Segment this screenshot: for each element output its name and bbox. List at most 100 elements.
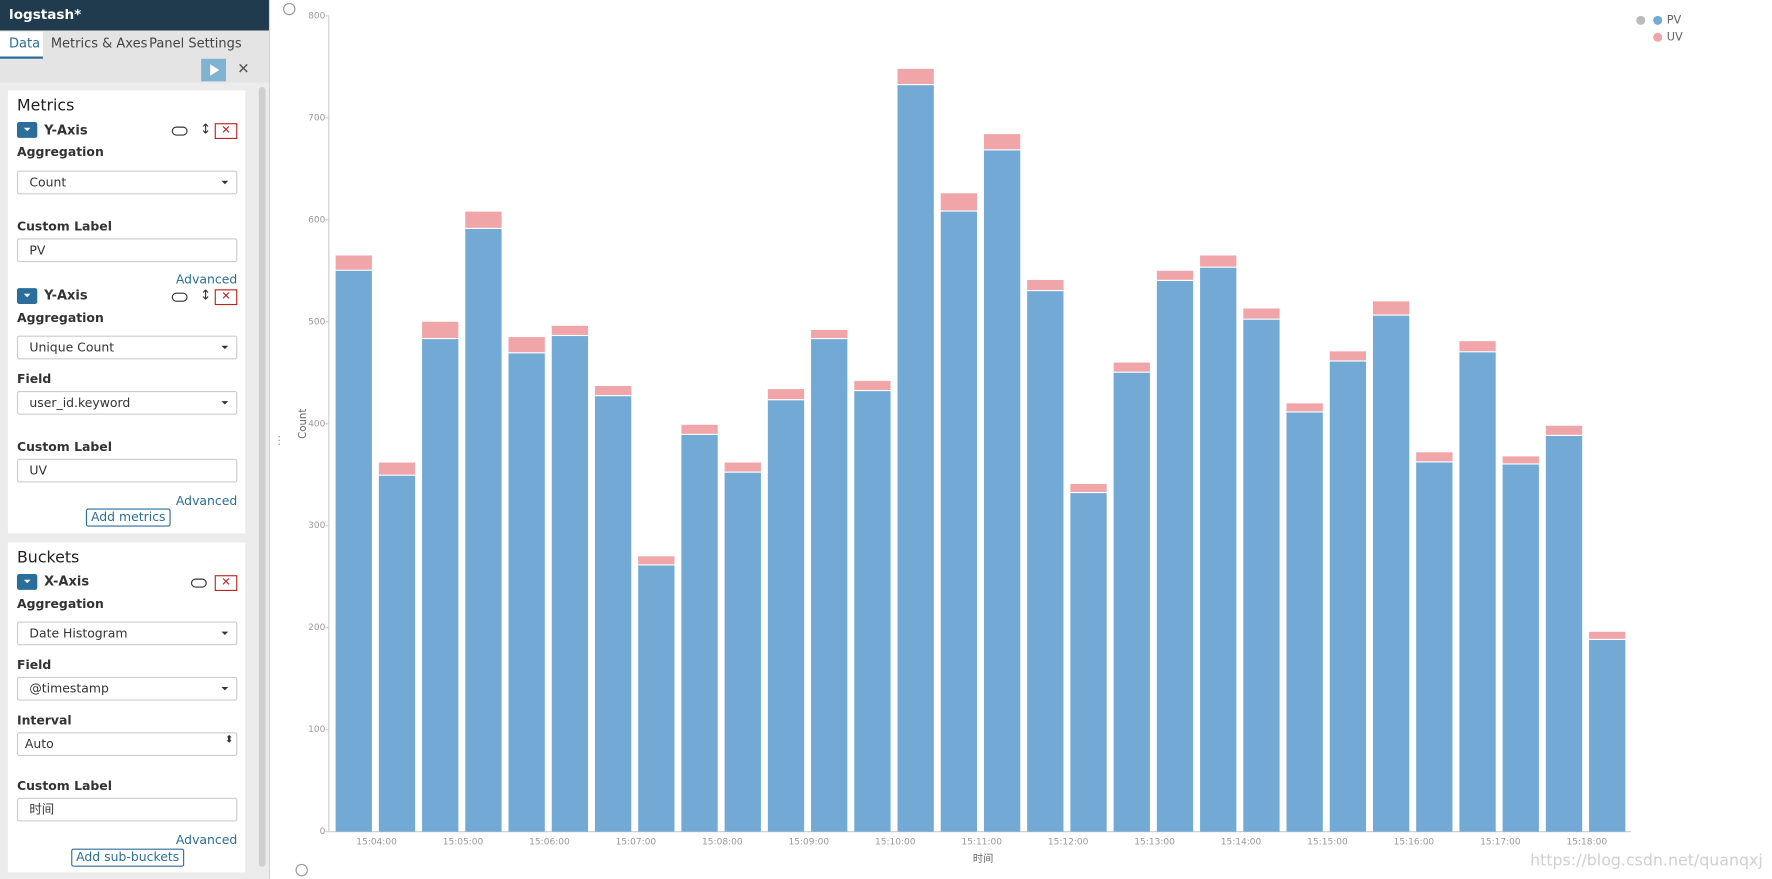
legend-swatch bbox=[1653, 15, 1663, 25]
bar-segment bbox=[1459, 352, 1496, 832]
remove-button[interactable]: ✕ bbox=[214, 575, 238, 591]
bar-segment bbox=[335, 255, 372, 270]
field-label: Custom Label bbox=[16, 219, 112, 234]
legend-swatch bbox=[1653, 32, 1663, 42]
x-tick-label: 15:13:00 bbox=[1134, 837, 1175, 847]
y-tick-label: 400 bbox=[308, 419, 325, 429]
add-sub-buckets-button[interactable]: Add sub-buckets bbox=[71, 848, 185, 867]
field-label: Field bbox=[16, 371, 52, 387]
bar-segment bbox=[1200, 255, 1237, 267]
bar-segment bbox=[1070, 493, 1107, 832]
text-input[interactable]: PV bbox=[16, 238, 238, 263]
x-tick-label: 15:17:00 bbox=[1480, 837, 1521, 847]
move-handle[interactable]: ↕ bbox=[200, 120, 212, 137]
collapse-toggle[interactable] bbox=[16, 122, 38, 138]
discard-button[interactable]: ✕ bbox=[237, 61, 250, 78]
bar-segment bbox=[465, 228, 502, 832]
bar-segment bbox=[422, 321, 459, 338]
tab[interactable]: Data bbox=[9, 35, 41, 51]
x-tick-label: 15:06:00 bbox=[529, 837, 570, 847]
bar-segment bbox=[378, 462, 416, 475]
legend-toggle[interactable] bbox=[1636, 15, 1646, 25]
bar-segment bbox=[422, 339, 459, 832]
bar-segment bbox=[551, 336, 589, 832]
collapse-toggle[interactable] bbox=[16, 574, 38, 590]
bar-segment bbox=[767, 389, 805, 400]
text-input[interactable]: UV bbox=[16, 458, 238, 483]
select[interactable]: Date Histogram bbox=[16, 621, 238, 646]
x-tick-label: 15:07:00 bbox=[616, 837, 657, 847]
collapse-toggle[interactable] bbox=[16, 288, 38, 304]
bar-segment bbox=[638, 556, 675, 565]
bar-segment bbox=[1286, 403, 1323, 412]
x-tick-label: 15:16:00 bbox=[1394, 837, 1435, 847]
bar-segment bbox=[811, 329, 848, 338]
x-tick-label: 15:12:00 bbox=[1048, 837, 1089, 847]
advanced-link[interactable]: Advanced bbox=[175, 832, 238, 848]
collapse-icon[interactable] bbox=[283, 2, 296, 16]
y-tick-label: 500 bbox=[308, 317, 325, 327]
collapse-icon[interactable] bbox=[295, 863, 308, 877]
bar-segment bbox=[897, 85, 934, 832]
text-input[interactable]: 时间 bbox=[16, 797, 238, 822]
bar-segment bbox=[508, 337, 545, 353]
advanced-link[interactable]: Advanced bbox=[175, 272, 238, 288]
bar-segment bbox=[1589, 631, 1626, 639]
bar-segment bbox=[983, 150, 1021, 832]
bar-segment bbox=[1243, 319, 1280, 832]
remove-button[interactable]: ✕ bbox=[214, 289, 238, 306]
number-select[interactable]: Auto bbox=[16, 732, 238, 756]
bar-segment bbox=[1113, 362, 1150, 372]
legend-label: UV bbox=[1667, 30, 1683, 43]
advanced-link[interactable]: Advanced bbox=[175, 493, 238, 509]
field-label: Custom Label bbox=[16, 778, 112, 794]
sidebar: logstash* Data Metrics & Axes Panel Sett… bbox=[0, 0, 271, 879]
resize-handle[interactable]: ⋮ bbox=[273, 435, 285, 448]
add-metrics-button[interactable]: Add metrics bbox=[85, 508, 171, 527]
select[interactable]: @timestamp bbox=[16, 676, 238, 701]
tab[interactable]: Panel Settings bbox=[149, 35, 242, 51]
bar-segment bbox=[724, 472, 761, 832]
active-tab-bg bbox=[0, 31, 43, 59]
bar-segment bbox=[1502, 464, 1539, 832]
spinner-icon: ⬍ bbox=[224, 734, 234, 746]
bar-segment bbox=[1372, 301, 1410, 315]
bar-segment bbox=[465, 211, 502, 228]
x-tick-label: 15:10:00 bbox=[875, 837, 916, 847]
bar-segment bbox=[681, 424, 718, 434]
move-handle[interactable]: ↕ bbox=[200, 287, 212, 303]
x-axis-title: 时间 bbox=[973, 852, 993, 865]
x-tick-label: 15:05:00 bbox=[443, 837, 484, 847]
bar-segment bbox=[897, 68, 934, 85]
enable-toggle[interactable] bbox=[171, 126, 188, 136]
tab[interactable]: Metrics & Axes bbox=[50, 35, 148, 51]
bar-segment bbox=[854, 391, 891, 832]
x-tick-label: 15:08:00 bbox=[702, 837, 743, 847]
bar-segment bbox=[983, 134, 1021, 150]
bar-segment bbox=[854, 380, 891, 390]
bar-segment bbox=[1113, 372, 1150, 832]
agg-title: Y-Axis bbox=[44, 287, 88, 303]
y-tick-label: 300 bbox=[308, 521, 325, 531]
y-tick-label: 700 bbox=[308, 113, 325, 123]
field-label: Interval bbox=[16, 713, 72, 728]
bar-segment bbox=[1027, 291, 1064, 832]
select[interactable]: Unique Count bbox=[16, 335, 238, 360]
enable-toggle[interactable] bbox=[190, 578, 207, 588]
bar-segment bbox=[1200, 267, 1237, 832]
bar-segment bbox=[767, 400, 805, 832]
x-tick-label: 15:04:00 bbox=[356, 837, 397, 847]
enable-toggle[interactable] bbox=[171, 292, 188, 302]
bar-segment bbox=[1545, 435, 1583, 832]
bar-segment bbox=[811, 339, 848, 832]
select[interactable]: user_id.keyword bbox=[16, 390, 238, 415]
remove-button[interactable]: ✕ bbox=[214, 123, 238, 139]
apply-button[interactable] bbox=[201, 58, 226, 82]
select[interactable]: Count bbox=[16, 170, 238, 195]
bar-segment bbox=[1329, 351, 1367, 361]
agg-title: X-Axis bbox=[44, 572, 90, 589]
bar-segment bbox=[724, 462, 761, 472]
bar-segment bbox=[1156, 270, 1194, 280]
